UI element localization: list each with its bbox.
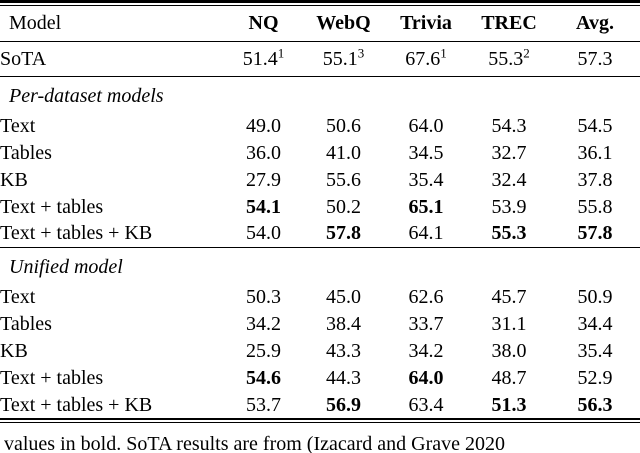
model-name-cell: Tables	[0, 312, 52, 335]
model-name-cell: Text + tables + KB	[0, 393, 153, 416]
value-cell: 35.4	[408, 168, 444, 191]
model-name-cell: Text	[0, 285, 36, 308]
model-name-cell: SoTA	[0, 47, 47, 70]
column-header-nq: NQ	[248, 12, 279, 35]
value-cell: 36.1	[577, 141, 613, 164]
table-row: KB 27.9 55.6 35.4 32.4 37.8	[0, 166, 640, 193]
value-cell: 38.0	[491, 339, 527, 362]
value-cell: 53.7	[246, 393, 281, 416]
value-cell: 25.9	[246, 339, 281, 362]
model-name-cell: Text + tables	[0, 195, 104, 218]
section-header: Per-dataset models	[9, 85, 164, 107]
value-cell: 50.6	[326, 114, 361, 137]
value-cell: 67.61	[405, 44, 447, 70]
value-cell: 27.9	[246, 168, 281, 191]
value-cell: 49.0	[246, 114, 281, 137]
value-cell: 50.9	[577, 285, 613, 308]
results-table: Model NQ WebQ Trivia TREC Avg. SoTA 51.41 55.13…	[0, 6, 640, 418]
value-cell: 64.0	[408, 114, 444, 137]
value-cell: 54.6	[246, 366, 281, 389]
caption-fragment: values in bold. SoTA results are from (I…	[4, 432, 506, 453]
model-name-cell: KB	[0, 168, 28, 191]
column-header-webq: WebQ	[316, 12, 371, 35]
value-cell: 35.4	[577, 339, 613, 362]
value-cell: 65.1	[408, 195, 444, 218]
value-cell: 57.8	[577, 222, 613, 245]
value-cell: 36.0	[246, 141, 281, 164]
section-row: Per-dataset models	[0, 76, 640, 112]
table-header: Model NQ WebQ Trivia TREC Avg.	[0, 6, 640, 41]
column-header-model: Model	[9, 12, 62, 35]
value-cell: 55.8	[577, 195, 613, 218]
value-cell: 53.9	[491, 195, 527, 218]
table-row: Tables 36.0 41.0 34.5 32.7 36.1	[0, 139, 640, 166]
value-cell: 57.3	[577, 47, 613, 70]
value-cell: 62.6	[408, 285, 444, 308]
citation-superscript: 3	[357, 44, 365, 60]
value-cell: 50.3	[246, 285, 281, 308]
table-row: SoTA 51.41 55.13 67.61 55.32 57.3	[0, 41, 640, 76]
value-cell: 56.3	[577, 393, 613, 416]
value-cell: 51.3	[491, 393, 527, 416]
model-name-cell: Text + tables	[0, 366, 104, 389]
value-cell: 54.0	[246, 222, 281, 245]
table-row: Tables 34.2 38.4 33.7 31.1 34.4	[0, 310, 640, 337]
value-cell: 34.4	[577, 312, 613, 335]
value-cell: 56.9	[326, 393, 361, 416]
column-header-trivia: Trivia	[400, 12, 452, 35]
table-body: SoTA 51.41 55.13 67.61 55.32 57.3 Per-dataset …	[0, 41, 640, 418]
table-row: Text 49.0 50.6 64.0 54.3 54.5	[0, 112, 640, 139]
table-row: Text + tables 54.1 50.2 65.1 53.9 55.8	[0, 193, 640, 220]
model-name-cell: Tables	[0, 141, 52, 164]
value-cell: 54.5	[577, 114, 613, 137]
model-name-cell: Text	[0, 114, 36, 137]
value-cell: 55.13	[322, 44, 365, 70]
section-row: Unified model	[0, 247, 640, 283]
value-cell: 64.1	[408, 222, 444, 245]
citation-superscript: 1	[440, 44, 447, 60]
value-cell: 55.3	[491, 222, 527, 245]
model-name-cell: Text + tables + KB	[0, 222, 153, 245]
value-cell: 64.0	[408, 366, 444, 389]
header-row: Model NQ WebQ Trivia TREC Avg.	[0, 6, 640, 41]
value-cell: 54.1	[246, 195, 281, 218]
table-row: KB 25.9 43.3 34.2 38.0 35.4	[0, 337, 640, 364]
value-cell: 52.9	[577, 366, 613, 389]
table-row: Text + tables 54.6 44.3 64.0 48.7 52.9	[0, 364, 640, 391]
column-header-avg: Avg.	[576, 12, 614, 35]
section-header: Unified model	[9, 256, 123, 278]
value-cell: 34.2	[408, 339, 444, 362]
value-cell: 32.4	[491, 168, 527, 191]
value-cell: 44.3	[326, 366, 361, 389]
value-cell: 34.2	[246, 312, 281, 335]
value-cell: 57.8	[326, 222, 361, 245]
table-row: Text 50.3 45.0 62.6 45.7 50.9	[0, 283, 640, 310]
citation-superscript: 2	[523, 44, 530, 60]
column-header-trec: TREC	[481, 12, 537, 35]
value-cell: 48.7	[491, 366, 527, 389]
value-cell: 54.3	[491, 114, 527, 137]
citation-superscript: 1	[277, 44, 285, 60]
value-cell: 43.3	[326, 339, 361, 362]
value-cell: 55.6	[326, 168, 361, 191]
value-cell: 50.2	[326, 195, 361, 218]
value-cell: 63.4	[408, 393, 444, 416]
value-cell: 32.7	[491, 141, 527, 164]
value-cell: 38.4	[326, 312, 361, 335]
value-cell: 37.8	[577, 168, 613, 191]
model-name-cell: KB	[0, 339, 28, 362]
value-cell: 45.7	[491, 285, 527, 308]
table-top-rule	[0, 0, 640, 6]
value-cell: 45.0	[326, 285, 361, 308]
table-row: Text + tables + KB 53.7 56.9 63.4 51.3 56.3	[0, 391, 640, 418]
value-cell: 34.5	[408, 141, 444, 164]
table-bottom-rule	[0, 418, 640, 423]
table-row: Text + tables + KB 54.0 57.8 64.1 55.3 57.8	[0, 220, 640, 247]
value-cell: 33.7	[408, 312, 444, 335]
value-cell: 51.41	[242, 44, 285, 70]
value-cell: 41.0	[326, 141, 361, 164]
value-cell: 31.1	[491, 312, 527, 335]
value-cell: 55.32	[488, 44, 530, 70]
